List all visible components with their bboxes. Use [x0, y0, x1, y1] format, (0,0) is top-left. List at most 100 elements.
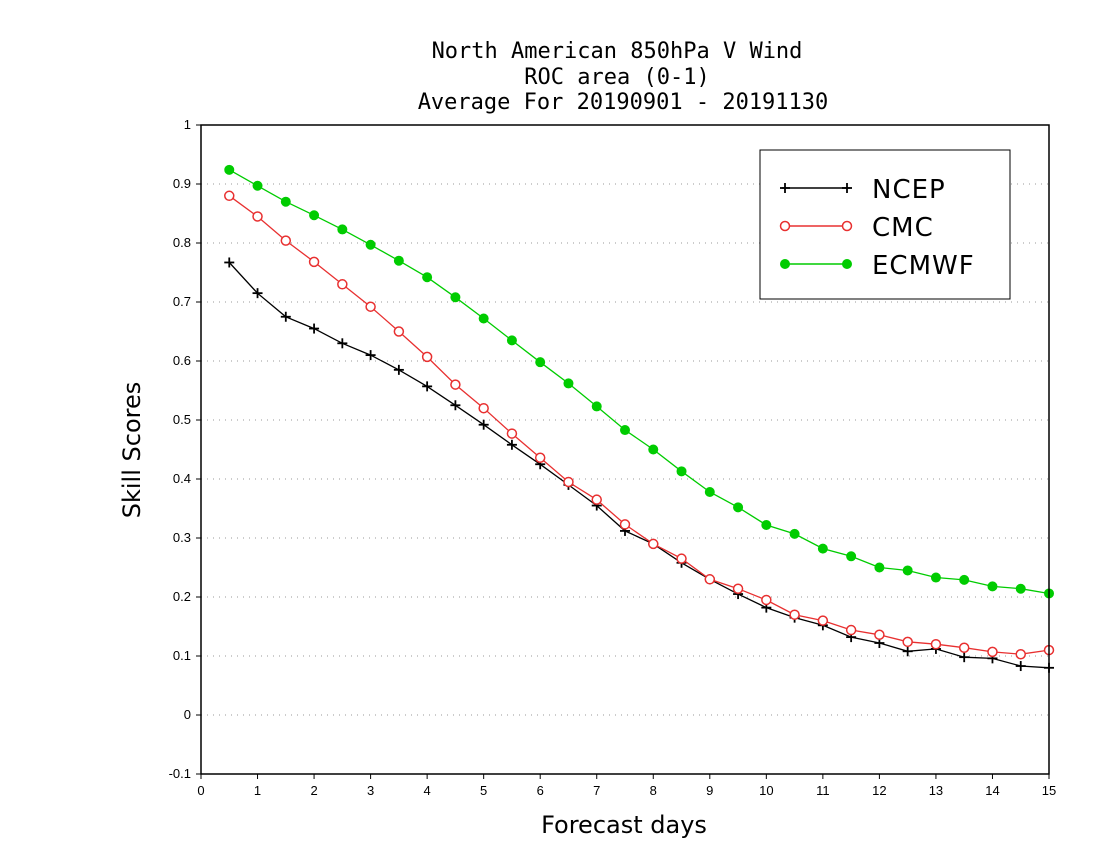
legend-marker-ncep [842, 183, 852, 193]
data-point-cmc [421, 351, 433, 363]
data-point-cmc [930, 638, 942, 650]
y-tick-label: 0.1 [173, 648, 191, 663]
data-point-ncep [450, 400, 461, 411]
x-tick-label: 2 [310, 783, 317, 798]
data-point-cmc [902, 636, 913, 648]
axis-ticks: -0.100.10.20.30.40.50.60.70.80.910 1 2 3 4 5 6… [169, 117, 1057, 798]
data-point-ecmwf [563, 378, 574, 389]
y-tick-label: 0.8 [173, 235, 191, 250]
legend-marker-ncep [780, 183, 790, 193]
data-point-ecmwf [648, 444, 659, 455]
data-point-ecmwf [422, 272, 433, 283]
data-point-ncep [309, 323, 320, 334]
x-tick-label: 10 [759, 783, 773, 798]
legend-label-cmc: CMC [872, 213, 934, 243]
data-point-ecmwf [620, 425, 630, 436]
data-point-ecmwf [733, 502, 744, 513]
data-point-ecmwf [704, 486, 715, 497]
data-point-ecmwf [506, 335, 517, 346]
x-tick-label: 15 [1042, 783, 1056, 798]
chart-title-line-1: North American 850hPa V Wind [432, 39, 803, 64]
x-tick-label: 4 [424, 783, 431, 798]
data-point-cmc [308, 256, 320, 268]
data-point-cmc [987, 646, 998, 658]
data-point-cmc [591, 494, 602, 505]
data-point-cmc [1015, 648, 1026, 660]
data-point-ncep [224, 257, 235, 268]
x-tick-label: 7 [593, 783, 600, 798]
legend-marker-ecmwf [780, 259, 790, 269]
legend-item-cmc: CMC [779, 213, 934, 243]
series-ecmwf [224, 164, 1054, 599]
data-point-ecmwf [393, 255, 404, 266]
data-point-cmc [224, 190, 235, 202]
data-point-ecmwf [337, 224, 348, 235]
data-point-cmc [676, 553, 687, 564]
data-point-ecmwf [874, 562, 885, 573]
data-point-ecmwf [478, 313, 489, 324]
legend-box [759, 149, 1011, 300]
data-point-cmc [534, 452, 546, 464]
legend-item-ncep: NCEP [780, 175, 946, 205]
y-axis-label: Skill Scores [118, 382, 146, 519]
data-point-ecmwf [761, 520, 772, 531]
data-point-ecmwf [591, 401, 602, 412]
data-point-cmc [732, 583, 744, 594]
data-point-cmc [619, 519, 631, 530]
data-point-cmc [648, 538, 659, 550]
data-point-ecmwf [252, 180, 263, 191]
data-point-cmc [450, 379, 461, 390]
y-tick-label: 0.6 [173, 353, 191, 368]
data-point-cmc [789, 609, 800, 620]
data-point-cmc [817, 615, 829, 626]
x-tick-label: 6 [537, 783, 544, 798]
data-point-cmc [280, 235, 292, 246]
data-point-ecmwf [676, 466, 687, 477]
x-tick-label: 5 [480, 783, 487, 798]
y-tick-label: 1 [184, 117, 191, 132]
data-point-ecmwf [846, 551, 857, 562]
data-point-ecmwf [959, 574, 970, 585]
legend-items: NCEP CMC ECMWF [779, 175, 974, 281]
data-point-cmc [506, 428, 518, 439]
data-point-ecmwf [450, 292, 461, 303]
legend-label-ncep: NCEP [872, 175, 946, 205]
data-point-ncep [478, 419, 489, 430]
data-point-ecmwf [817, 543, 828, 554]
data-point-ecmwf [309, 210, 320, 221]
data-point-ecmwf [535, 357, 546, 368]
y-tick-label: 0.7 [173, 294, 191, 309]
y-tick-label: 0.5 [173, 412, 191, 427]
data-point-cmc [761, 594, 772, 606]
y-tick-label: -0.1 [169, 766, 191, 781]
x-tick-label: 12 [872, 783, 886, 798]
data-point-cmc [365, 301, 376, 312]
data-point-cmc [704, 574, 716, 585]
y-tick-label: 0.9 [173, 176, 191, 191]
data-point-ecmwf [1015, 583, 1026, 594]
data-point-cmc [563, 476, 574, 488]
series-line-ncep [228, 262, 1050, 669]
x-tick-label: 13 [929, 783, 943, 798]
data-point-cmc [958, 642, 970, 653]
data-point-ncep [252, 288, 263, 299]
data-point-ncep [280, 311, 291, 322]
legend-marker-ecmwf [842, 259, 852, 269]
x-tick-label: 0 [197, 783, 204, 798]
data-point-ecmwf [930, 572, 941, 583]
data-point-cmc [874, 629, 885, 641]
y-tick-label: 0 [184, 707, 191, 722]
chart-title-line-3: Average For 20190901 - 20191130 [418, 90, 829, 115]
data-point-ecmwf [365, 239, 376, 250]
x-axis-label: Forecast days [541, 811, 707, 839]
x-tick-label: 8 [650, 783, 657, 798]
data-point-ncep [902, 646, 913, 657]
data-point-ecmwf [789, 528, 800, 539]
data-point-ncep [422, 381, 433, 392]
data-point-ncep [337, 338, 348, 349]
data-point-cmc [845, 624, 857, 636]
x-tick-label: 11 [816, 783, 830, 798]
data-point-ncep [959, 652, 970, 663]
x-tick-label: 1 [254, 783, 261, 798]
legend-marker-cmc [779, 220, 791, 232]
